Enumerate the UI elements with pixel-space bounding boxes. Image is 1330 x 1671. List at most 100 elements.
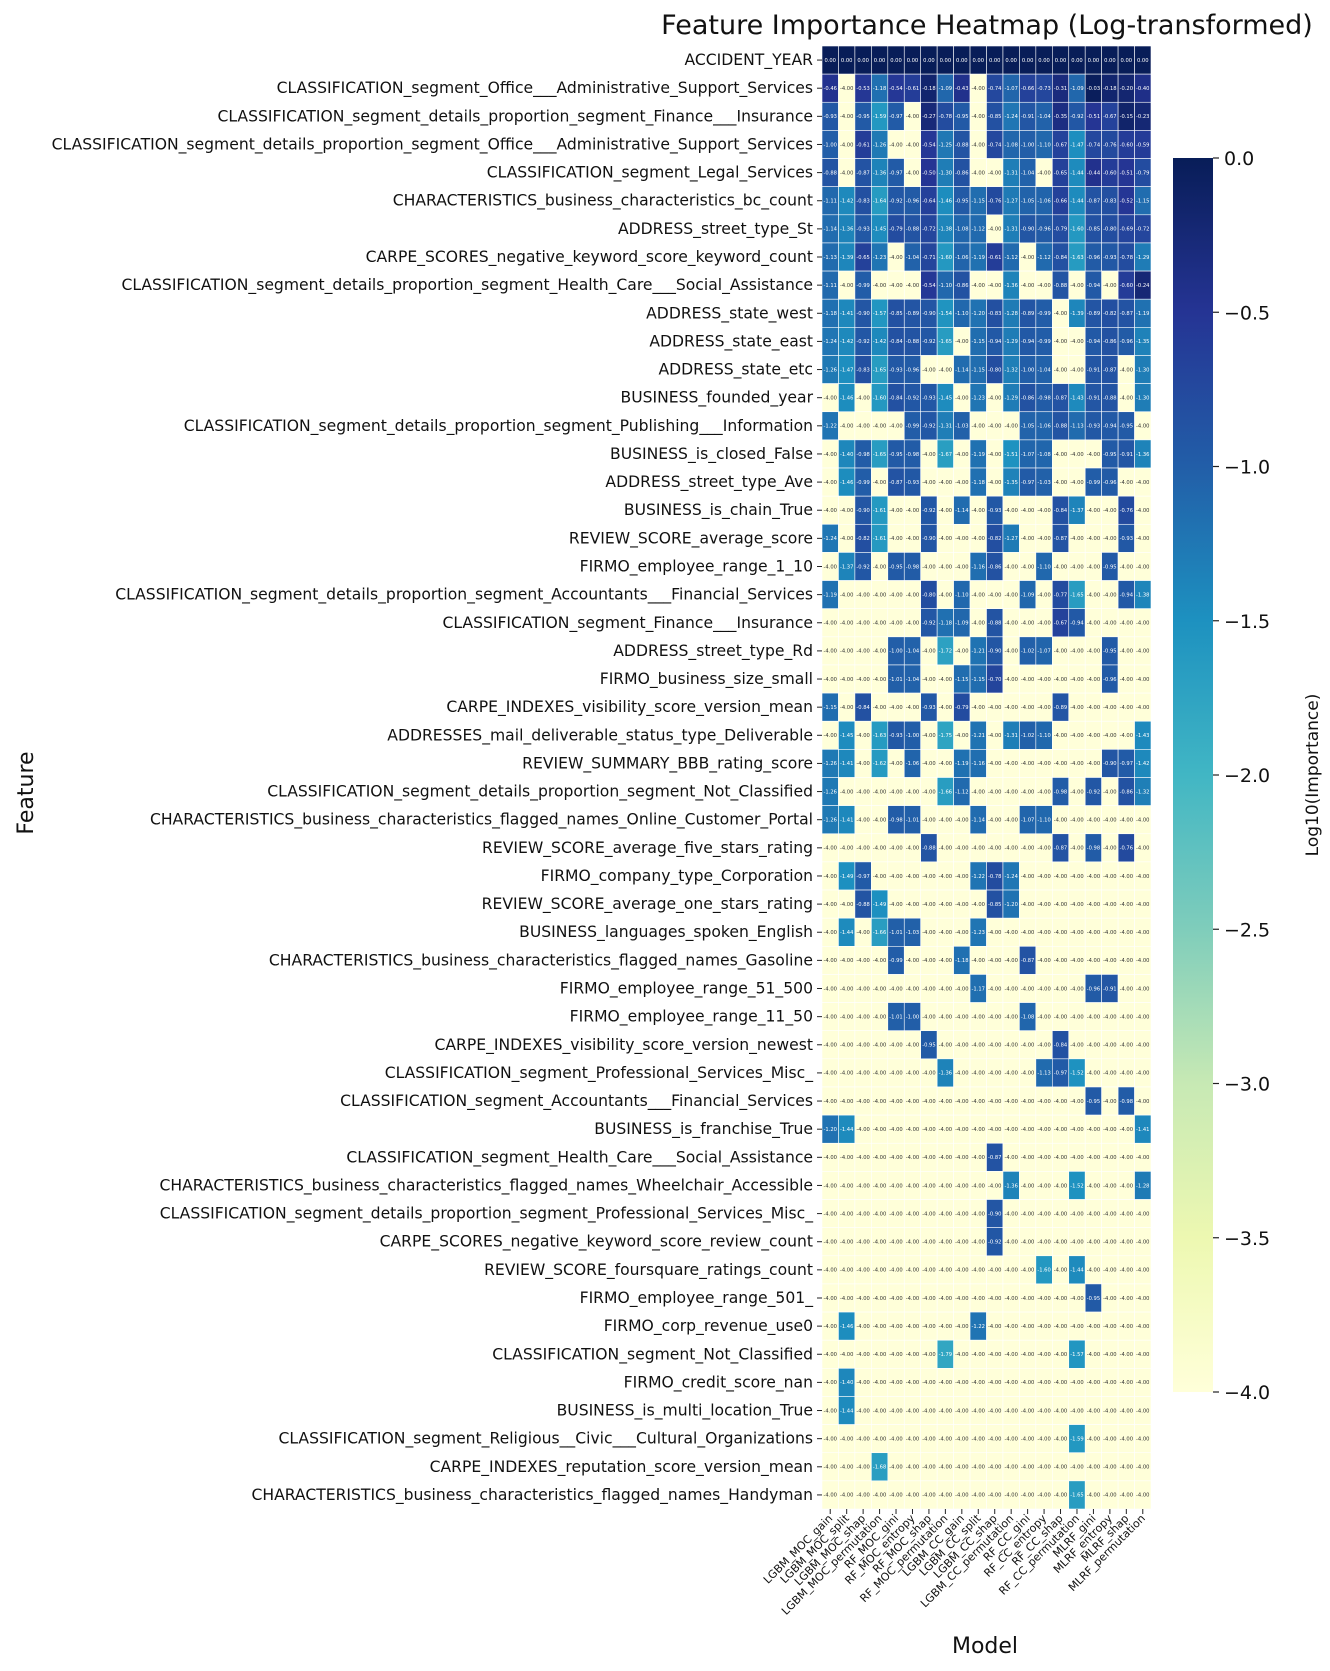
cell-value-label: -0.90 xyxy=(1103,761,1116,767)
colorbar-tick-label: −2.0 xyxy=(1224,765,1270,787)
cell-value-label: -0.84 xyxy=(889,395,903,401)
colorbar-tick-label: −0.5 xyxy=(1224,302,1270,324)
cell-value-label: -1.13 xyxy=(824,255,837,261)
cell-value-label: -1.00 xyxy=(1021,142,1034,148)
colorbar-tick-label: −1.0 xyxy=(1224,457,1270,479)
cell-value-label: -1.63 xyxy=(873,733,886,739)
cell-value-label: -0.99 xyxy=(1037,311,1050,317)
cell-value-label: -4.00 xyxy=(856,621,869,627)
cell-value-label: -4.00 xyxy=(873,1043,886,1049)
cell-value-label: -1.29 xyxy=(1004,395,1017,401)
cell-value-label: -4.00 xyxy=(922,452,935,458)
y-tick-label: CARPE_SCORES_negative_keyword_score_keyw… xyxy=(366,248,813,267)
cell-value-label: -4.00 xyxy=(906,1268,919,1274)
cell-value-label: -0.88 xyxy=(1054,424,1067,430)
cell-value-label: -4.00 xyxy=(1136,480,1149,486)
cell-value-label: -4.00 xyxy=(1037,677,1050,683)
cell-value-label: -4.00 xyxy=(1054,649,1067,655)
cell-value-label: -0.90 xyxy=(988,649,1001,655)
cell-value-label: -4.00 xyxy=(856,1127,869,1133)
cell-value-label: -1.03 xyxy=(1037,480,1050,486)
cell-value-label: -1.13 xyxy=(1070,424,1083,430)
cell-value-label: -4.00 xyxy=(856,733,869,739)
cell-value-label: -4.00 xyxy=(1004,818,1017,824)
cell-value-label: -0.95 xyxy=(1103,564,1116,570)
cell-value-label: -1.20 xyxy=(1004,902,1017,908)
cell-value-label: -4.00 xyxy=(955,649,968,655)
cell-value-label: -4.00 xyxy=(889,761,902,767)
cell-value-label: -4.00 xyxy=(972,592,985,598)
cell-value-label: -4.00 xyxy=(1070,818,1083,824)
colorbar-tick-label: 0.0 xyxy=(1224,148,1254,170)
cell-value-label: -4.00 xyxy=(1087,1211,1100,1217)
cell-value-label: -4.00 xyxy=(906,114,919,120)
cell-value-label: -1.60 xyxy=(873,395,886,401)
cell-value-label: -4.00 xyxy=(824,930,837,936)
cell-value-label: -4.00 xyxy=(972,114,985,120)
cell-value-label: -1.79 xyxy=(939,1352,952,1358)
cell-value-label: -4.00 xyxy=(889,142,902,148)
cell-value-label: -4.00 xyxy=(856,1014,869,1020)
cell-value-label: -4.00 xyxy=(906,621,919,627)
cell-value-label: -4.00 xyxy=(1004,1408,1017,1414)
y-tick-label: CLASSIFICATION_segment_details_proportio… xyxy=(52,135,813,154)
cell-value-label: -4.00 xyxy=(873,592,886,598)
cell-value-label: -1.36 xyxy=(939,1071,952,1077)
cell-value-label: 0.00 xyxy=(972,58,984,64)
cell-value-label: -0.87 xyxy=(1087,199,1100,205)
cell-value-label: -0.87 xyxy=(1054,536,1067,542)
cell-value-label: -0.80 xyxy=(922,592,935,598)
cell-value-label: -4.00 xyxy=(906,1071,919,1077)
cell-value-label: -1.10 xyxy=(1037,733,1050,739)
cell-value-label: -4.00 xyxy=(1054,1014,1067,1020)
cell-value-label: -4.00 xyxy=(1070,452,1083,458)
cell-value-label: -4.00 xyxy=(840,1436,853,1442)
cell-value-label: -4.00 xyxy=(906,986,919,992)
cell-value-label: -0.96 xyxy=(1087,986,1100,992)
cell-value-label: -4.00 xyxy=(1087,1493,1100,1499)
cell-value-label: -4.00 xyxy=(824,508,837,514)
cell-value-label: -4.00 xyxy=(1021,677,1034,683)
cell-value-label: -4.00 xyxy=(1004,1127,1017,1133)
cell-value-label: -4.00 xyxy=(1136,930,1149,936)
cell-value-label: -4.00 xyxy=(840,1465,853,1471)
cell-value-label: -4.00 xyxy=(1004,1296,1017,1302)
cell-value-label: -1.16 xyxy=(972,564,985,570)
y-axis-tick-labels: ACCIDENT_YEAR CLASSIFICATION_segment_Offi… xyxy=(52,51,822,1505)
cell-value-label: -4.00 xyxy=(1120,1127,1133,1133)
y-tick-label: FIRMO_company_type_Corporation xyxy=(541,867,813,886)
cell-value-label: -4.00 xyxy=(1136,1071,1149,1077)
cell-value-label: 0.00 xyxy=(890,58,902,64)
cell-value-label: -4.00 xyxy=(1087,1352,1100,1358)
cell-value-label: -4.00 xyxy=(824,564,837,570)
cell-value-label: -4.00 xyxy=(873,1268,886,1274)
cell-value-label: -4.00 xyxy=(840,986,853,992)
cell-value-label: -1.01 xyxy=(889,1014,902,1020)
cell-value-label: -4.00 xyxy=(1087,1240,1100,1246)
cell-value-label: -1.42 xyxy=(873,339,886,345)
cell-value-label: -4.00 xyxy=(1021,761,1034,767)
cell-value-label: -0.54 xyxy=(922,142,936,148)
cell-value-label: -4.00 xyxy=(873,480,886,486)
cell-value-label: -4.00 xyxy=(1136,1240,1149,1246)
cell-value-label: -4.00 xyxy=(1004,1014,1017,1020)
cell-value-label: -4.00 xyxy=(840,1240,853,1246)
cell-value-label: -4.00 xyxy=(922,1071,935,1077)
cell-value-label: -4.00 xyxy=(856,818,869,824)
cell-value-label: -4.00 xyxy=(840,1099,853,1105)
cell-value-label: 0.00 xyxy=(940,58,952,64)
cell-value-label: -4.00 xyxy=(1054,1324,1067,1330)
cell-value-label: -1.62 xyxy=(873,761,886,767)
cell-value-label: -4.00 xyxy=(972,621,985,627)
cell-value-label: -1.04 xyxy=(1021,170,1035,176)
cell-value-label: -4.00 xyxy=(939,986,952,992)
cell-value-label: -4.00 xyxy=(1103,1240,1116,1246)
cell-value-label: -0.46 xyxy=(824,86,837,92)
cell-value-label: -1.10 xyxy=(955,592,968,598)
cell-value-label: -4.00 xyxy=(1021,1211,1034,1217)
cell-value-label: -0.94 xyxy=(1120,592,1134,598)
cell-value-label: -4.00 xyxy=(1004,789,1017,795)
cell-value-label: -4.00 xyxy=(1087,1268,1100,1274)
cell-value-label: -1.30 xyxy=(939,170,952,176)
cell-value-label: -4.00 xyxy=(955,1408,968,1414)
